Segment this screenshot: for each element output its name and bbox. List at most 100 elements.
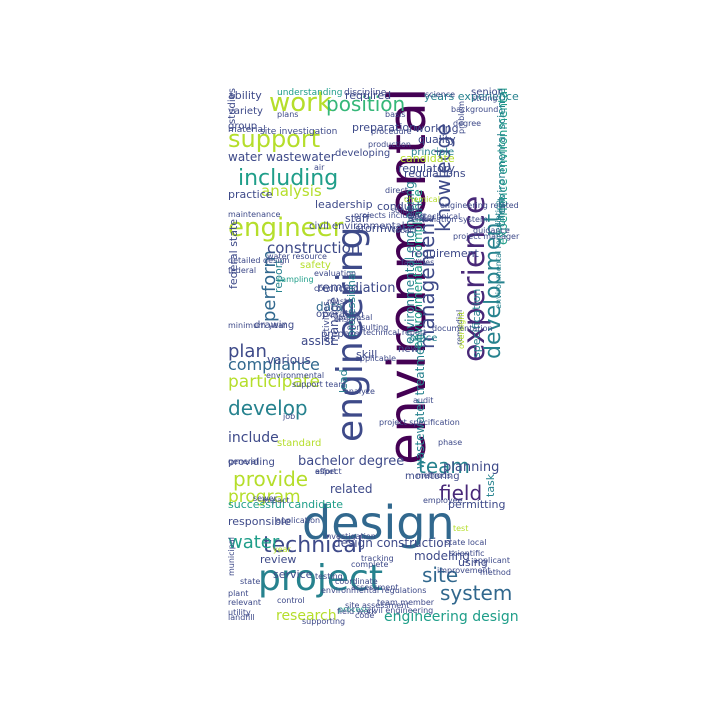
word-new: new (398, 344, 419, 355)
word-discipline: discipline (344, 88, 387, 98)
word-state-local: state local (445, 538, 487, 547)
word-planning: planning (443, 460, 500, 475)
word-chemical: chemical (404, 195, 440, 204)
word-position: position (326, 92, 406, 116)
word-team: team (418, 454, 470, 478)
word-support-team: support team (292, 380, 347, 389)
word-skill: skill (356, 348, 378, 361)
word-standard: standard (277, 438, 322, 449)
word-design-construction: design construction (333, 536, 452, 550)
word-bachelor-degree: bachelor degree (298, 454, 405, 469)
word-documentation: documentation (432, 324, 493, 333)
word-employee: employee (423, 496, 463, 505)
word-provide: provide (233, 467, 309, 491)
word-field-work: field work (337, 607, 377, 616)
word-practice: practice (228, 188, 273, 201)
word-evaluation: evaluation (314, 269, 357, 278)
word-site-assessment: site assessment (345, 601, 410, 610)
word-senior: senior (471, 87, 502, 98)
word-preparation: preparation (352, 121, 417, 134)
word-utility: utility (228, 608, 251, 617)
word-civil-environmental: civil environmental (309, 221, 405, 232)
word-field: field (439, 481, 483, 505)
word-consulting: consulting (347, 323, 389, 332)
word-material: material (228, 125, 266, 135)
word-using: using (458, 556, 488, 569)
word-drawing: drawing (254, 320, 295, 331)
word-analysis: analysis (261, 182, 322, 200)
word-include: include (228, 430, 279, 446)
word-air: air (314, 163, 325, 172)
word-background: background (451, 105, 499, 114)
word-compliance: compliance (228, 355, 320, 374)
word-tracking: tracking (361, 554, 394, 563)
word-remediation: remediation (317, 281, 396, 296)
word-analyze: analyze (344, 387, 375, 396)
word-sewer: sewer (253, 494, 277, 503)
word-phase: phase (438, 438, 463, 447)
word-prepare: prepare (321, 329, 360, 340)
word-work: work (269, 88, 332, 118)
word-assist: assist (301, 334, 336, 348)
word-state: state (240, 577, 261, 586)
word-environmental: environmental (266, 371, 325, 380)
word-landfill: landfill (228, 613, 255, 622)
word-task: task (484, 473, 497, 497)
word-sampling: sampling (277, 275, 314, 284)
word-facilities: facilities (401, 258, 435, 267)
word-water-wastewater: water wastewater (228, 150, 336, 164)
word-providing: providing (228, 457, 275, 468)
word-oversight: oversight (457, 311, 466, 349)
word-detailed-design: detailed design (228, 256, 290, 265)
word-successful-candidate: successful candidate (228, 498, 344, 511)
word-site: site (422, 563, 459, 587)
word-local: local (393, 226, 412, 235)
word-solution: solution (391, 206, 423, 215)
word-conducting: conducting (314, 284, 359, 293)
word-cloud: environmental design project engineering eng… (225, 87, 520, 633)
word-supporting: supporting (302, 617, 346, 626)
word-project-specification: project specification (379, 418, 460, 427)
word-office: office (410, 333, 438, 344)
word-ability: ability (228, 89, 262, 102)
word-test: test (453, 524, 469, 533)
word-project: project (258, 558, 383, 599)
word-principle: principle (411, 147, 455, 158)
word-general: general (228, 457, 259, 466)
word-quality: quality (418, 133, 456, 146)
word-activities: activities (322, 301, 332, 342)
word-team-member: team member (377, 598, 435, 607)
word-understanding: understanding (277, 88, 343, 98)
word-application: application (276, 516, 321, 525)
word-applicant: applicant (473, 556, 511, 565)
word-testing: testing (315, 572, 343, 581)
word-regulations: regulations (404, 167, 466, 180)
word-basis: basis (385, 110, 406, 119)
word-required: required (345, 89, 392, 102)
word-technical-report: technical report (363, 328, 427, 337)
word-coordinate: coordinate (335, 577, 378, 586)
word-site-investigation: site investigation (260, 127, 338, 137)
word-complete: complete (351, 560, 389, 569)
word-conduct: conduct (377, 200, 422, 213)
word-process: process (338, 605, 369, 614)
word-degree: degree (453, 119, 482, 128)
word-guidance: guidance (473, 226, 510, 235)
word-water-resource: water resource (267, 252, 327, 261)
word-minimum-year: minimum year (228, 321, 287, 330)
word-develop: develop (228, 396, 308, 420)
word-geotechnical: geotechnical (409, 212, 461, 221)
word-maintenance: maintenance (228, 210, 281, 219)
word-environmental-regulations: environmental regulations (321, 586, 427, 595)
word-studies: studies (227, 88, 238, 124)
word-support: support (228, 125, 321, 153)
word-year: year (273, 545, 291, 554)
word-safety: safety (300, 260, 331, 271)
word-requirement: requirement (411, 247, 479, 260)
word-projects-including: projects including (354, 211, 425, 220)
word-assessment: assessment (351, 583, 399, 592)
word-design: design (302, 496, 455, 550)
word-applicable: applicable (355, 354, 397, 363)
word-engineering-related: engineering related (440, 201, 519, 210)
